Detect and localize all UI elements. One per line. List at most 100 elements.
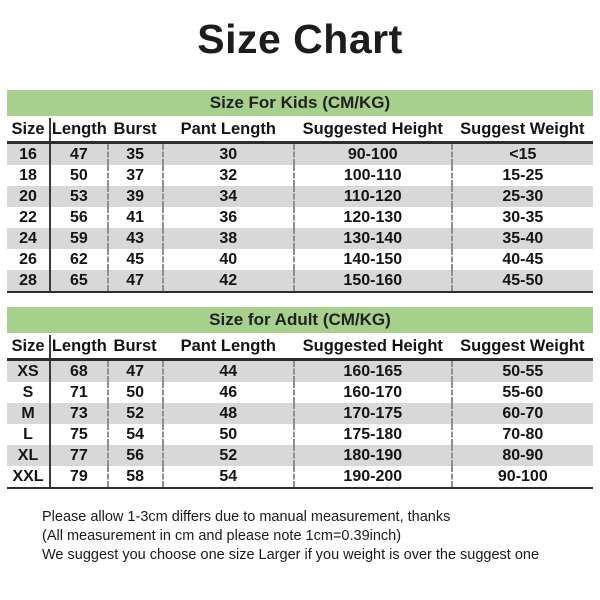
table-cell: 77	[49, 445, 108, 466]
table-cell: 110-120	[292, 186, 452, 207]
column-header: Suggested Height	[293, 118, 452, 144]
table-cell: 47	[106, 359, 163, 382]
table-cell: <15	[450, 142, 593, 165]
table-cell: 20	[19, 187, 37, 205]
table-cell: 79	[49, 466, 108, 489]
table-row: 28 65 47 42 150-160 45-50	[7, 270, 593, 293]
adult-section: Size for Adult (CM/KG) Size Length Burst Pa…	[7, 307, 593, 489]
table-cell: M	[21, 404, 35, 422]
column-header: Suggest Weight	[451, 335, 593, 361]
table-row: S 71 50 46 160-170 55-60	[7, 382, 593, 403]
table-cell: 45	[106, 249, 163, 270]
header-row: Size Length Burst Pant Length Suggested Heig…	[7, 335, 593, 361]
table-cell: 100-110	[292, 165, 452, 186]
table-row: XL 77 56 52 180-190 80-90	[7, 445, 593, 466]
table-cell: 26	[19, 250, 37, 268]
header-row: Size Length Burst Pant Length Suggested Heig…	[7, 118, 593, 144]
table-cell: 43	[106, 228, 163, 249]
table-cell: 62	[49, 249, 108, 270]
table-cell: 35-40	[450, 228, 593, 249]
table-cell: 65	[49, 270, 108, 293]
table-cell: 73	[49, 403, 108, 424]
table-cell: 175-180	[292, 424, 452, 445]
table-cell: 47	[106, 270, 163, 293]
table-cell: 36	[161, 207, 294, 228]
table-cell: 18	[19, 166, 37, 184]
table-cell: XL	[17, 446, 39, 464]
table-cell: 160-170	[292, 382, 452, 403]
table-cell: 68	[49, 359, 108, 382]
column-header: Pant Length	[162, 118, 294, 144]
table-cell: 170-175	[292, 403, 452, 424]
table-cell: 160-165	[292, 359, 452, 382]
note-line: We suggest you choose one size Larger if…	[42, 547, 540, 563]
table-cell: 53	[49, 186, 108, 207]
column-header: Burst	[107, 335, 163, 361]
table-cell: 140-150	[292, 249, 452, 270]
column-header: Suggested Height	[293, 335, 452, 361]
kids-size-table: Size Length Burst Pant Length Suggested Heig…	[7, 118, 593, 293]
table-cell: 32	[161, 165, 294, 186]
table-cell: 180-190	[292, 445, 452, 466]
table-cell: 28	[7, 270, 51, 293]
table-cell: 39	[106, 186, 163, 207]
table-cell: 44	[161, 359, 294, 382]
column-header: Suggest Weight	[451, 118, 593, 144]
table-cell: L	[23, 425, 33, 443]
table-cell: 71	[49, 382, 108, 403]
page-title: Size Chart	[197, 16, 403, 62]
table-cell: 52	[161, 445, 294, 466]
table-row: XS 68 47 44 160-165 50-55	[7, 359, 593, 382]
table-cell: 90-100	[450, 466, 593, 489]
table-cell: 47	[49, 142, 108, 165]
table-cell: 15-25	[450, 165, 593, 186]
column-header: Burst	[107, 118, 163, 144]
table-cell: 30-35	[450, 207, 593, 228]
column-header: Size	[7, 118, 51, 144]
kids-section: Size For Kids (CM/KG) Size Length Burst Pan…	[7, 90, 593, 293]
kids-section-header: Size For Kids (CM/KG)	[7, 90, 593, 116]
table-cell: 46	[161, 382, 294, 403]
table-row: 26 62 45 40 140-150 40-45	[7, 249, 593, 270]
table-cell: 35	[106, 142, 163, 165]
note-line: Please allow 1-3cm differs due to manual…	[42, 509, 451, 525]
table-cell: 34	[161, 186, 294, 207]
table-cell: XXL	[7, 466, 51, 489]
table-cell: 37	[106, 165, 163, 186]
table-cell: 24	[19, 229, 37, 247]
table-cell: 30	[161, 142, 294, 165]
table-cell: 70-80	[450, 424, 593, 445]
table-cell: 50	[161, 424, 294, 445]
table-cell: S	[22, 383, 34, 401]
adult-section-header: Size for Adult (CM/KG)	[7, 307, 593, 333]
table-cell: 25-30	[450, 186, 593, 207]
table-cell: 48	[161, 403, 294, 424]
table-cell: 54	[106, 424, 163, 445]
table-cell: 41	[106, 207, 163, 228]
table-cell: 40-45	[450, 249, 593, 270]
table-cell: 90-100	[292, 142, 452, 165]
table-cell: 55-60	[450, 382, 593, 403]
table-cell: 54	[161, 466, 294, 489]
column-header: Length	[49, 118, 108, 144]
table-cell: 50-55	[450, 359, 593, 382]
table-cell: 59	[49, 228, 108, 249]
table-row: M 73 52 48 170-175 60-70	[7, 403, 593, 424]
table-cell: 38	[161, 228, 294, 249]
table-cell: 130-140	[292, 228, 452, 249]
table-cell: 56	[49, 207, 108, 228]
table-row: 16 47 35 30 90-100 <15	[7, 142, 593, 165]
table-row: 24 59 43 38 130-140 35-40	[7, 228, 593, 249]
table-row: 18 50 37 32 100-110 15-25	[7, 165, 593, 186]
table-cell: 22	[19, 208, 37, 226]
table-cell: 75	[49, 424, 108, 445]
table-cell: 190-200	[292, 466, 452, 489]
table-cell: 120-130	[292, 207, 452, 228]
table-cell: 56	[106, 445, 163, 466]
table-row: XXL 79 58 54 190-200 90-100	[7, 466, 593, 489]
table-cell: XS	[17, 362, 39, 380]
table-cell: 16	[19, 145, 37, 163]
note-line: (All measurement in cm and please note 1…	[42, 528, 402, 544]
column-header: Length	[49, 335, 108, 361]
